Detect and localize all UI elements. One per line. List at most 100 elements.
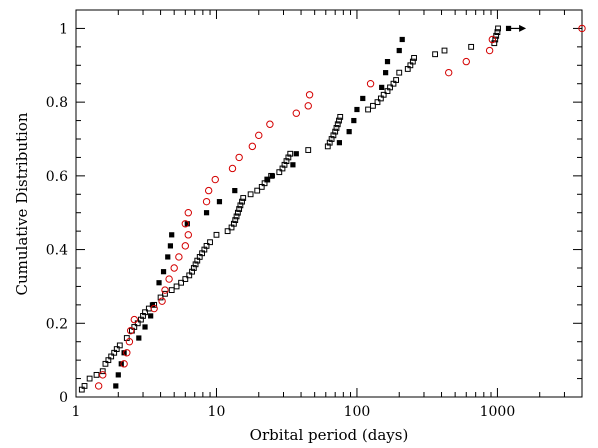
- data-point-filled-square: [203, 210, 210, 216]
- data-point-open-square: [432, 51, 438, 58]
- data-point-open-square: [493, 32, 500, 39]
- data-point-filled-square: [142, 324, 148, 330]
- data-point-open-square: [81, 383, 88, 389]
- data-point-open-circle: [181, 220, 190, 228]
- data-point-open-circle: [235, 153, 243, 162]
- x-axis-label: Orbital period (days): [250, 426, 409, 444]
- data-point-open-circle: [125, 338, 134, 346]
- data-point-filled-square: [396, 47, 402, 54]
- data-point-open-circle: [99, 371, 107, 379]
- y-tick-label: 0: [59, 390, 68, 406]
- data-point-open-circle: [211, 175, 219, 184]
- data-point-open-square: [108, 353, 115, 360]
- data-point-open-circle: [488, 35, 497, 44]
- data-point-open-square: [374, 99, 381, 106]
- data-point-open-square: [102, 360, 109, 367]
- data-point-open-square: [162, 290, 168, 297]
- data-point-open-circle: [181, 242, 190, 250]
- data-point-open-circle: [228, 164, 237, 173]
- data-point-open-circle: [150, 304, 158, 313]
- arrow-head-icon: [519, 24, 527, 32]
- data-point-open-circle: [123, 349, 131, 357]
- data-point-open-square: [326, 139, 333, 146]
- data-point-open-square: [234, 209, 241, 216]
- data-point-open-circle: [462, 57, 470, 66]
- data-point-open-square: [494, 29, 501, 36]
- data-point-filled-square: [360, 95, 366, 102]
- data-point-open-circle: [184, 231, 192, 239]
- data-point-open-square: [213, 231, 220, 238]
- data-point-filled-square: [169, 232, 175, 238]
- data-point-open-square: [178, 279, 185, 286]
- data-point-open-square: [86, 375, 93, 382]
- data-point-open-square: [232, 217, 239, 223]
- data-point-open-square: [287, 150, 294, 157]
- y-tick-labels: 0 0.2 0.4 0.6 0.8 1: [46, 21, 68, 406]
- data-point-filled-square: [379, 84, 385, 90]
- data-point-open-circle: [175, 253, 183, 261]
- data-point-open-circle: [366, 80, 375, 88]
- data-point-open-square: [336, 117, 342, 124]
- data-point-open-square: [233, 213, 240, 220]
- data-point-open-circle: [126, 326, 135, 335]
- data-point-open-square: [237, 202, 244, 209]
- data-point-open-circle: [120, 360, 128, 368]
- x-tick-label: 1000: [480, 404, 516, 420]
- data-point-open-circle: [578, 24, 586, 33]
- data-point-open-square: [305, 147, 312, 153]
- data-point-open-square: [387, 84, 393, 91]
- data-point-open-square: [365, 106, 371, 113]
- data-point-open-square: [491, 40, 498, 47]
- data-point-open-square: [157, 294, 164, 301]
- data-point-open-square: [276, 169, 283, 176]
- x-tick-label: 100: [344, 404, 371, 420]
- data-point-filled-square: [136, 335, 142, 341]
- data-point-open-square: [380, 91, 387, 98]
- data-point-filled-square: [149, 302, 156, 308]
- data-point-filled-square: [346, 129, 352, 135]
- data-point-open-circle: [204, 186, 213, 195]
- data-point-open-circle: [292, 109, 300, 117]
- data-point-open-square: [393, 77, 400, 83]
- data-point-open-square: [236, 206, 243, 212]
- y-tick-label: 0.2: [46, 316, 68, 332]
- data-point-open-square: [337, 113, 344, 120]
- data-point-filled-square: [351, 117, 357, 124]
- data-point-open-square: [240, 195, 247, 201]
- data-point-open-circle: [305, 91, 314, 99]
- data-point-filled-square: [148, 313, 154, 319]
- data-point-open-square: [396, 69, 403, 76]
- data-point-open-square: [441, 47, 448, 54]
- x-tick-label: 10: [208, 404, 226, 420]
- data-point-filled-square: [290, 162, 296, 168]
- data-point-open-circle: [130, 315, 138, 324]
- data-point-open-square: [285, 154, 292, 161]
- data-point-open-square: [192, 261, 199, 268]
- data-point-open-square: [99, 368, 106, 375]
- x-tick-labels: 1 10 100 1000: [72, 404, 516, 420]
- x-tick-label: 1: [72, 404, 81, 420]
- data-point-open-square: [224, 228, 231, 235]
- data-point-filled-square: [216, 199, 223, 205]
- data-point-open-circle: [202, 197, 211, 206]
- data-point-open-circle: [94, 382, 103, 390]
- data-point-filled-square: [184, 221, 190, 227]
- data-point-open-square: [334, 121, 341, 128]
- data-point-open-square: [332, 128, 339, 135]
- data-point-filled-square: [354, 106, 360, 113]
- data-point-open-circle: [485, 46, 494, 55]
- data-point-filled-square: [156, 280, 162, 286]
- data-point-open-square: [333, 125, 340, 131]
- data-point-filled-square: [269, 173, 275, 179]
- data-point-filled-square: [115, 372, 121, 378]
- data-point-open-circle: [158, 297, 166, 305]
- data-point-open-circle: [184, 209, 192, 217]
- data-point-open-square: [247, 191, 254, 198]
- data-point-open-square: [370, 102, 376, 109]
- annotations: [508, 24, 527, 32]
- data-point-filled-square: [399, 36, 405, 43]
- data-point-open-square: [93, 371, 100, 378]
- data-point-open-circle: [161, 286, 169, 294]
- axis-ticks: [75, 9, 583, 398]
- data-point-filled-square: [384, 59, 391, 65]
